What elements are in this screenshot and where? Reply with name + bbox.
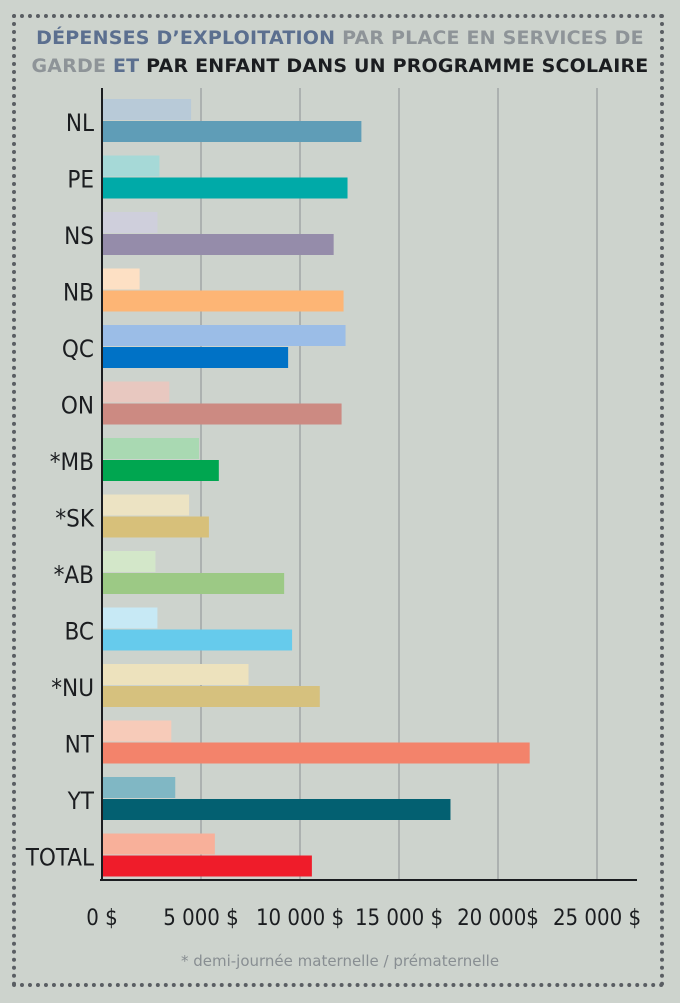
category-label: TOTAL — [25, 844, 94, 872]
bar-dark — [102, 516, 209, 538]
bar-dark — [102, 290, 344, 312]
bar-light — [102, 268, 140, 290]
category-label: *SK — [55, 505, 95, 533]
x-tick-label: 25 000 $ — [553, 906, 641, 931]
x-tick-label: 0 $ — [86, 906, 117, 931]
category-label: ON — [61, 392, 94, 420]
x-tick-label: 10 000 $ — [256, 906, 344, 931]
footnote: * demi-journée maternelle / prématernell… — [180, 952, 500, 970]
title-part-1: DÉPENSES D’EXPLOITATION — [36, 27, 336, 49]
bar-dark — [102, 177, 348, 199]
bar-light — [102, 664, 249, 685]
bar-dark — [102, 121, 362, 142]
category-label: NS — [64, 222, 94, 250]
bar-light — [102, 325, 346, 346]
x-tick-label: 20 000$ — [457, 906, 539, 931]
category-label: BC — [65, 618, 94, 646]
category-label: *MB — [50, 448, 94, 476]
bar-light — [102, 833, 215, 855]
bar-dark — [102, 460, 219, 481]
bar-light — [102, 212, 158, 233]
bar-dark — [102, 629, 293, 651]
category-label: *NU — [51, 674, 94, 702]
bar-light — [102, 155, 160, 177]
dotted-frame — [12, 14, 664, 987]
bar-dark — [102, 347, 289, 368]
x-tick-label: 5 000 $ — [163, 906, 239, 931]
title-part-3: ET — [113, 55, 140, 77]
bar-dark — [102, 855, 312, 877]
bar-light — [102, 438, 200, 459]
bar-dark — [102, 742, 530, 764]
bar-light — [102, 777, 176, 798]
bar-dark — [102, 686, 320, 707]
bar-dark — [102, 573, 285, 594]
bar-light — [102, 607, 158, 629]
title-part-4: PAR ENFANT DANS UN PROGRAMME SCOLAIRE — [139, 55, 649, 77]
bar-light — [102, 720, 172, 742]
bar-dark — [102, 799, 451, 820]
bar-light — [102, 551, 156, 572]
title-part-2: PAR PLACE EN SERVICES DE GARDE — [31, 27, 644, 77]
bar-dark — [102, 234, 334, 255]
category-label: PE — [67, 166, 94, 194]
category-label: NB — [63, 279, 94, 307]
bar-light — [102, 494, 190, 516]
category-label: NL — [66, 109, 94, 137]
chart-title: DÉPENSES D’EXPLOITATION PAR PLACE EN SER… — [20, 24, 660, 80]
category-label: *AB — [54, 561, 94, 589]
x-tick-label: 15 000 $ — [355, 906, 443, 931]
bar-dark — [102, 403, 342, 425]
bar-light — [102, 381, 170, 403]
category-label: QC — [62, 335, 94, 363]
bar-light — [102, 99, 192, 120]
category-label: YT — [67, 787, 95, 815]
category-label: NT — [65, 731, 95, 759]
